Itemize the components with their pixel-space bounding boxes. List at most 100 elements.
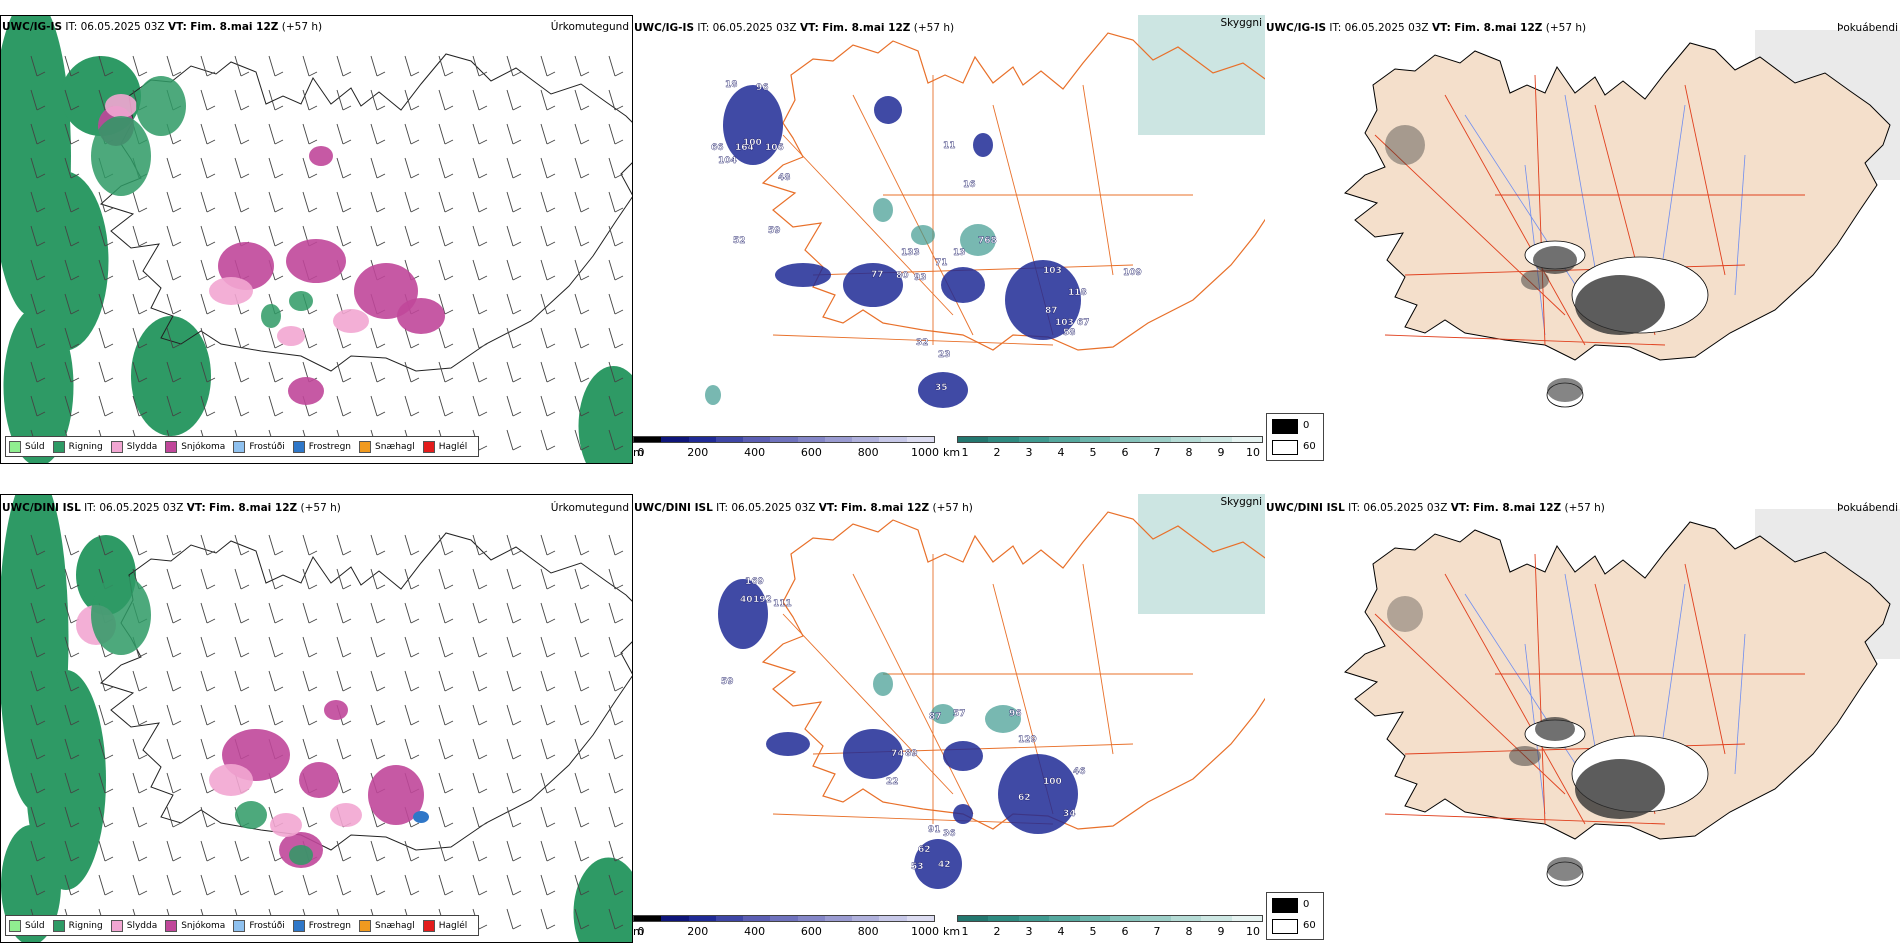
- wind-barb: [336, 534, 352, 556]
- wind-barb: [166, 293, 182, 315]
- legend-item-frostúði: Frostúði: [233, 919, 285, 932]
- cloud-base-label: 52: [733, 236, 746, 246]
- colorbar-tick: 6: [1121, 446, 1129, 459]
- colorbar-tick: 800: [857, 925, 879, 938]
- wind-barb: [540, 123, 556, 145]
- clouds-map-row2: 169 40 192 111 59 87 57 96 129 74 89 22 100 62 46 34 91 3…: [718, 494, 1265, 889]
- cloud-base-label: 96: [1009, 709, 1022, 719]
- wind-barb: [438, 704, 454, 726]
- wind-barb: [234, 191, 250, 213]
- wind-barb: [98, 293, 114, 315]
- colorbar-tick: 1000: [911, 446, 939, 459]
- cloud-base-label: 42: [938, 860, 951, 870]
- colorbar-tick: 200: [687, 925, 709, 938]
- cloud-base-label: 192: [753, 595, 772, 605]
- wind-barb: [540, 191, 556, 213]
- clouds-map-row1: 96 18 66 164 104 100 106 48 59 52 11 16 768 71 133 13 77…: [705, 15, 1265, 408]
- wind-barb: [608, 534, 624, 556]
- wind-barb: [98, 259, 114, 281]
- wind-barb: [506, 123, 522, 145]
- wind-barb: [608, 89, 624, 111]
- colorbar-tick: 5: [1089, 446, 1097, 459]
- rain-area: [289, 291, 313, 311]
- colorbar-tick: 3: [1025, 925, 1033, 938]
- wind-barb: [30, 89, 46, 111]
- wind-barb: [404, 670, 420, 692]
- wind-barb: [200, 806, 216, 828]
- low-visibility-area: [911, 225, 935, 245]
- wind-barb: [268, 395, 284, 417]
- legend-swatch: [233, 440, 246, 453]
- wind-barb: [472, 361, 488, 383]
- coastline: [100, 532, 632, 851]
- wind-barb: [30, 874, 46, 896]
- road-line: [1444, 573, 1586, 825]
- wind-barb: [404, 602, 420, 624]
- wind-barb: [132, 738, 148, 760]
- fog-indicator-area: [1387, 596, 1423, 632]
- wind-barb: [574, 395, 590, 417]
- wind-barb: [98, 738, 114, 760]
- rain-area: [3, 306, 74, 463]
- snow-area: [397, 298, 445, 334]
- wind-barb: [200, 89, 216, 111]
- wind-barb: [574, 806, 590, 828]
- wind-barb: [268, 89, 284, 111]
- legend-swatch: [292, 440, 305, 453]
- precip-panel-row2: UWC/DINI ISL IT: 06.05.2025 03Z VT: Fim.…: [0, 494, 633, 943]
- clouds-panel-row2: 169 40 192 111 59 87 57 96 129 74 89 22 100 62 46 34 91 3…: [633, 494, 1265, 943]
- wind-barb: [132, 225, 148, 247]
- wind-barb: [506, 874, 522, 896]
- wind-barb: [574, 602, 590, 624]
- rain-area: [136, 76, 186, 136]
- wind-barb: [404, 840, 420, 862]
- wind-barb: [336, 636, 352, 658]
- wind-barb: [540, 225, 556, 247]
- low-cloud-area: [941, 267, 985, 303]
- wind-barb: [98, 704, 114, 726]
- legend-label: Slydda: [126, 441, 158, 452]
- fog-indicator-area: [1533, 246, 1577, 274]
- wind-barb: [472, 806, 488, 828]
- coastline: [100, 53, 632, 372]
- road-line: [1384, 334, 1666, 346]
- cloud-base-label: 133: [901, 248, 920, 258]
- wind-barb: [234, 704, 250, 726]
- panel-name: Þokuábendi: [1837, 502, 1898, 514]
- wind-barb: [64, 636, 80, 658]
- wind-barb: [166, 259, 182, 281]
- wind-barb: [540, 327, 556, 349]
- river-line: [1464, 114, 1596, 316]
- wind-barb: [132, 191, 148, 213]
- wind-barb: [608, 636, 624, 658]
- legend-item-frostúði: Frostúði: [233, 440, 285, 453]
- wind-barb: [336, 89, 352, 111]
- wind-barb: [404, 568, 420, 590]
- colorbar-tick: 2: [993, 925, 1001, 938]
- river-line: [1734, 633, 1746, 775]
- colorbar-tick: 400: [744, 446, 766, 459]
- wind-barb: [302, 191, 318, 213]
- colorbar-tick: 10: [1246, 446, 1260, 459]
- cloud-base-label: 40: [740, 595, 753, 605]
- wind-barb: [200, 157, 216, 179]
- wind-barb: [64, 191, 80, 213]
- legend-item-frostregn: Frostregn: [292, 919, 351, 932]
- wind-barb: [200, 670, 216, 692]
- cloud-base-label: 89: [905, 749, 918, 759]
- wind-barb: [438, 806, 454, 828]
- snow-area: [309, 146, 333, 166]
- wind-barb: [166, 772, 182, 794]
- wind-barb: [268, 602, 284, 624]
- wind-barb: [64, 327, 80, 349]
- wind-barb: [540, 670, 556, 692]
- wind-barb: [574, 670, 590, 692]
- wind-barb: [234, 123, 250, 145]
- wind-barb: [64, 772, 80, 794]
- fog-legend-swatch-0: [1272, 898, 1298, 913]
- wind-barb: [506, 89, 522, 111]
- wind-barb: [30, 602, 46, 624]
- road-line: [1082, 563, 1114, 755]
- low-visibility-area: [873, 672, 893, 696]
- wind-barb: [608, 806, 624, 828]
